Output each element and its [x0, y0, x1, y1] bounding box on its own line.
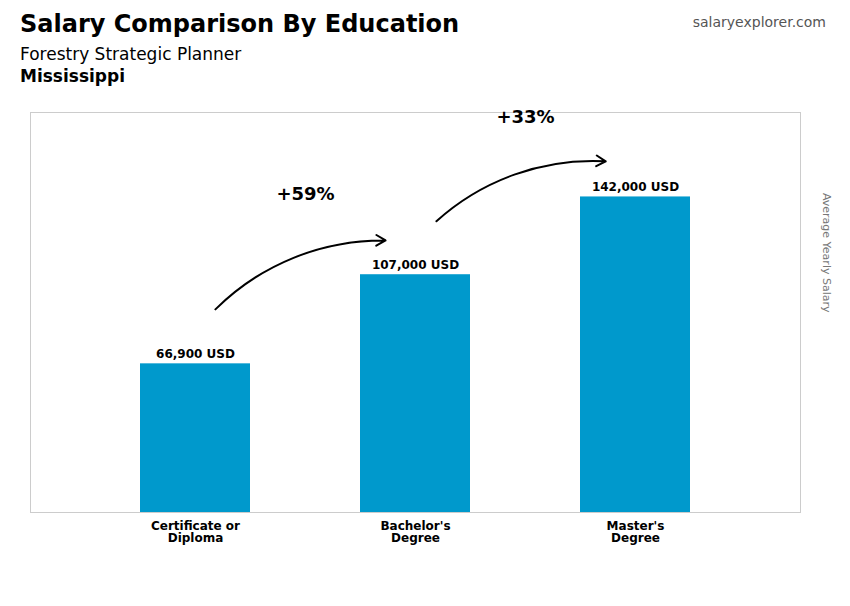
- svg-text:+33%: +33%: [496, 106, 554, 127]
- html-text:Salary Comparison By Education: Salary Comparison By Education: [20, 10, 460, 38]
- svg-text:66,900 USD: 66,900 USD: [156, 347, 235, 361]
- html-text:Forestry Strategic Planner: Forestry Strategic Planner: [20, 44, 242, 64]
- svg-text:Master'sDegree: Master'sDegree: [607, 519, 665, 545]
- html-text:Mississippi: Mississippi: [20, 66, 125, 86]
- svg-text:107,000 USD: 107,000 USD: [372, 258, 459, 272]
- svg-text:Certificate orDiploma: Certificate orDiploma: [151, 519, 240, 545]
- html-text:salaryexplorer.com: salaryexplorer.com: [692, 14, 826, 30]
- svg-text:Average Yearly Salary: Average Yearly Salary: [820, 193, 833, 313]
- svg-text:142,000 USD: 142,000 USD: [592, 180, 679, 194]
- svg-text:+59%: +59%: [276, 183, 334, 204]
- svg-text:Bachelor'sDegree: Bachelor'sDegree: [380, 519, 450, 545]
